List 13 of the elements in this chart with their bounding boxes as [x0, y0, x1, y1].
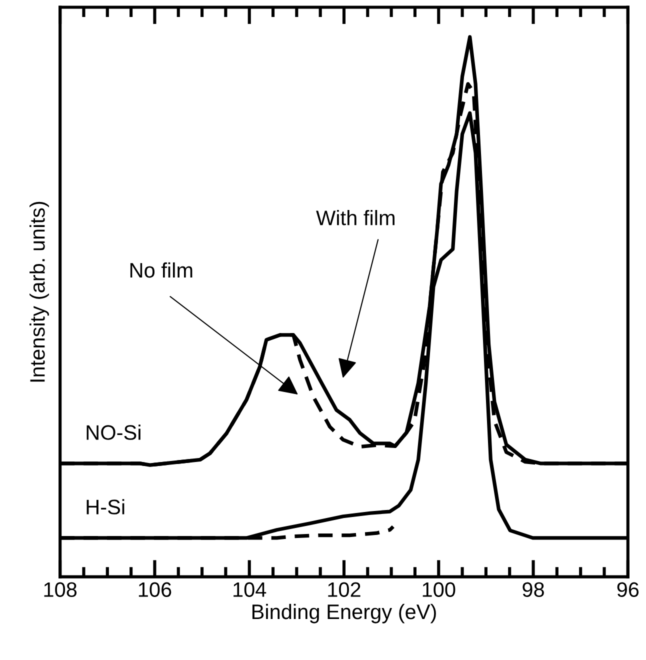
- x-tick-label: 102: [328, 582, 360, 598]
- annotation: No film: [130, 262, 192, 278]
- x-tick-label: 98: [522, 582, 544, 598]
- x-tick-label: 96: [617, 582, 639, 598]
- annotation: With film: [316, 210, 394, 226]
- x-tick-label: 106: [138, 582, 172, 598]
- x-tick-label: 100: [422, 582, 456, 598]
- series-label: H-Si: [86, 499, 124, 514]
- y-axis-title: Intensity (arb. units): [30, 202, 49, 382]
- series-label: NO-Si: [86, 424, 140, 440]
- x-axis-title: Binding Energy (eV): [252, 604, 436, 624]
- x-tick-label: 108: [44, 582, 77, 598]
- x-tick-label: 104: [234, 582, 266, 598]
